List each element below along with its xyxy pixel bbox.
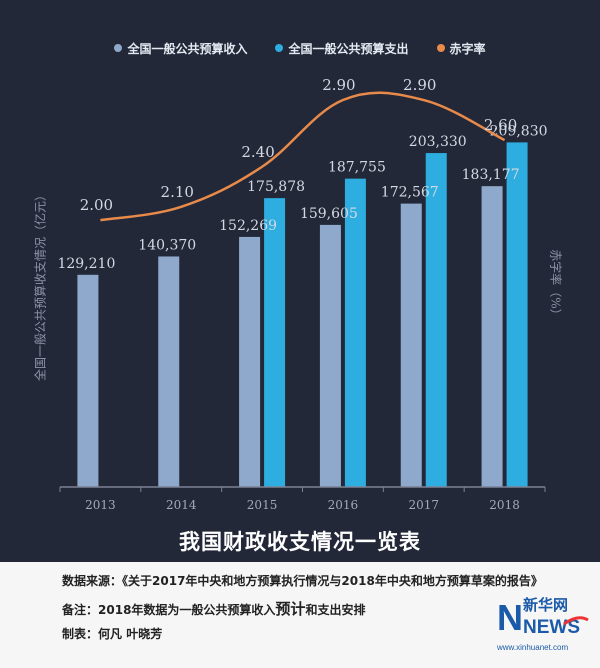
remark-text-emphasis: 预计 (275, 600, 306, 618)
bar-income (158, 256, 180, 487)
data-source-note: 数据来源：《关于2017年中央和地方预算执行情况与2018年中央和地方预算草案的… (62, 572, 543, 589)
chart-title: 我国财政收支情况一览表 (179, 530, 421, 554)
bar-income (77, 274, 99, 487)
deficit-rate-label: 2.90 (322, 76, 355, 94)
deficit-rate-label: 2.10 (161, 183, 194, 201)
bar-income (239, 236, 261, 487)
remark-text-b: 和支出安排 (305, 603, 366, 617)
y-axis-left-label: 全国一般公共预算收支情况（亿元） (33, 188, 48, 382)
remark-text-a: 2018年数据为一般公共预算收入 (98, 603, 276, 617)
remark-label: 备注： (62, 603, 99, 617)
legend-item-2: 赤字率 (436, 38, 486, 58)
credit-label: 制表： (62, 627, 99, 641)
bar-income (400, 203, 422, 487)
x-tick-label: 2013 (85, 498, 116, 512)
expenditure-value-label: 187,755 (328, 160, 386, 176)
legend-label: 全国一般公共预算收入 (127, 41, 248, 56)
x-tick-label: 2018 (489, 498, 520, 512)
expenditure-value-label: 203,330 (409, 134, 467, 150)
income-value-label: 183,177 (462, 167, 520, 183)
legend-item-0: 全国一般公共预算收入 (114, 38, 247, 58)
income-value-label: 129,210 (57, 256, 115, 272)
income-value-label: 140,370 (138, 237, 196, 253)
income-value-label: 152,269 (219, 218, 277, 234)
xinhua-news-logo: N 新华网 NEWS www.xinhuanet.com (494, 590, 592, 654)
bar-income (319, 224, 341, 487)
data-source-text: 《关于2017年中央和地方预算执行情况与2018年中央和地方预算草案的报告》 (122, 574, 543, 588)
svg-text:N: N (497, 597, 523, 638)
data-source-label: 数据来源： (62, 574, 123, 588)
bar-expenditure (506, 142, 528, 487)
bar-expenditure (425, 153, 447, 487)
legend-swatch (275, 44, 284, 52)
bar-expenditure (264, 198, 286, 487)
income-value-label: 172,567 (381, 185, 439, 201)
bar-expenditure (344, 178, 366, 488)
logo-brand-cn: 新华网 (523, 596, 568, 614)
logo-url: www.xinhuanet.com (496, 643, 568, 652)
y-axis-right-label: 赤字率（%） (548, 249, 563, 321)
chart-plot: 2013 2014 2015 2016 2017 2018 129,210 140,370 15… (57, 76, 548, 512)
legend-label: 赤字率 (449, 41, 486, 56)
x-tick-label: 2016 (328, 498, 359, 512)
deficit-rate-label: 2.60 (484, 116, 517, 134)
legend-swatch (436, 44, 445, 52)
legend: 全国一般公共预算收入 全国一般公共预算支出 赤字率 (0, 38, 600, 58)
expenditure-value-label: 209,830 (490, 123, 548, 139)
expenditure-value-label: 175,878 (247, 179, 305, 195)
deficit-rate-label: 2.00 (80, 196, 113, 214)
x-tick-label: 2015 (247, 498, 278, 512)
legend-label: 全国一般公共预算支出 (288, 41, 409, 56)
credit-text: 何凡 叶晓芳 (98, 627, 163, 641)
x-tick-label: 2014 (166, 498, 197, 512)
x-tick-label: 2017 (408, 498, 439, 512)
income-value-label: 159,605 (300, 206, 358, 222)
bar-income (481, 186, 503, 488)
legend-swatch (114, 44, 123, 52)
remark-note: 备注：2018年数据为一般公共预算收入预计和支出安排 (62, 598, 365, 619)
legend-item-1: 全国一般公共预算支出 (275, 38, 409, 58)
credit-note: 制表：何凡 叶晓芳 (62, 625, 162, 642)
deficit-rate-line (100, 91, 506, 222)
deficit-rate-label: 2.40 (241, 143, 274, 161)
deficit-rate-label: 2.90 (403, 76, 436, 94)
